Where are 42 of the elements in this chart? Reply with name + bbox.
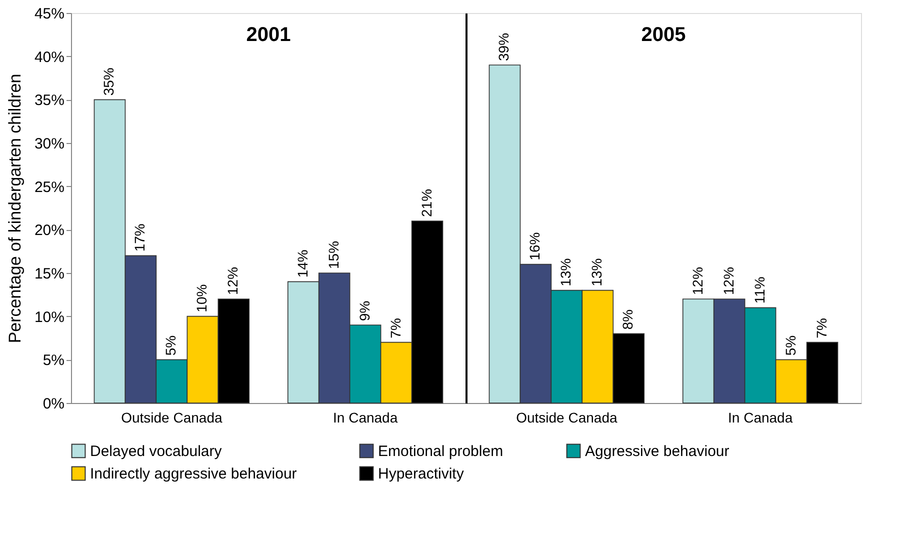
y-tick-label: 30% (34, 136, 64, 152)
legend-label: Indirectly aggressive behaviour (90, 466, 297, 482)
data-label: 5% (162, 335, 179, 356)
data-label: 14% (294, 250, 310, 278)
legend-label: Aggressive behaviour (585, 442, 730, 460)
x-tick-label: In Canada (728, 410, 793, 426)
legend-label: Hyperactivity (378, 466, 464, 482)
legend-label: Emotional problem (378, 442, 504, 460)
data-label: 7% (813, 318, 830, 338)
data-label: 17% (132, 224, 148, 252)
data-label: 39% (496, 32, 512, 61)
y-tick-label: 15% (34, 266, 64, 282)
data-label: 7% (387, 318, 404, 338)
data-label: 5% (782, 335, 798, 356)
data-label: 35% (100, 68, 117, 96)
y-tick-label: 0% (42, 396, 64, 412)
y-tick-label: 45% (34, 6, 64, 22)
data-label: 11% (751, 276, 768, 304)
data-label: 15% (325, 240, 342, 269)
y-tick-label: 20% (34, 222, 64, 240)
data-label: 12% (689, 266, 706, 295)
x-tick-label: In Canada (333, 410, 398, 426)
legend-label: Delayed vocabulary (90, 442, 222, 460)
text: 2001 (246, 24, 291, 46)
data-label: 12% (224, 266, 241, 295)
data-label: 13% (588, 258, 605, 286)
y-tick-label: 5% (42, 352, 64, 370)
y-tick-label: 35% (34, 92, 64, 110)
x-tick-label: Outside Canada (516, 410, 618, 426)
y-tick-label: 40% (34, 48, 64, 66)
data-label: 8% (620, 309, 636, 330)
text: 2005 (641, 24, 686, 46)
data-label: 9% (356, 300, 372, 321)
y-tick-label: 10% (34, 308, 64, 326)
y-tick-label: 25% (34, 178, 64, 196)
y-axis-title: Percentage of kindergarten children (5, 74, 24, 344)
data-label: 12% (720, 266, 736, 295)
data-label: 21% (418, 188, 434, 217)
x-tick-label: Outside Canada (121, 410, 222, 426)
data-label: 16% (526, 232, 543, 260)
data-label: 13% (558, 258, 574, 286)
data-label: 10% (194, 284, 210, 312)
